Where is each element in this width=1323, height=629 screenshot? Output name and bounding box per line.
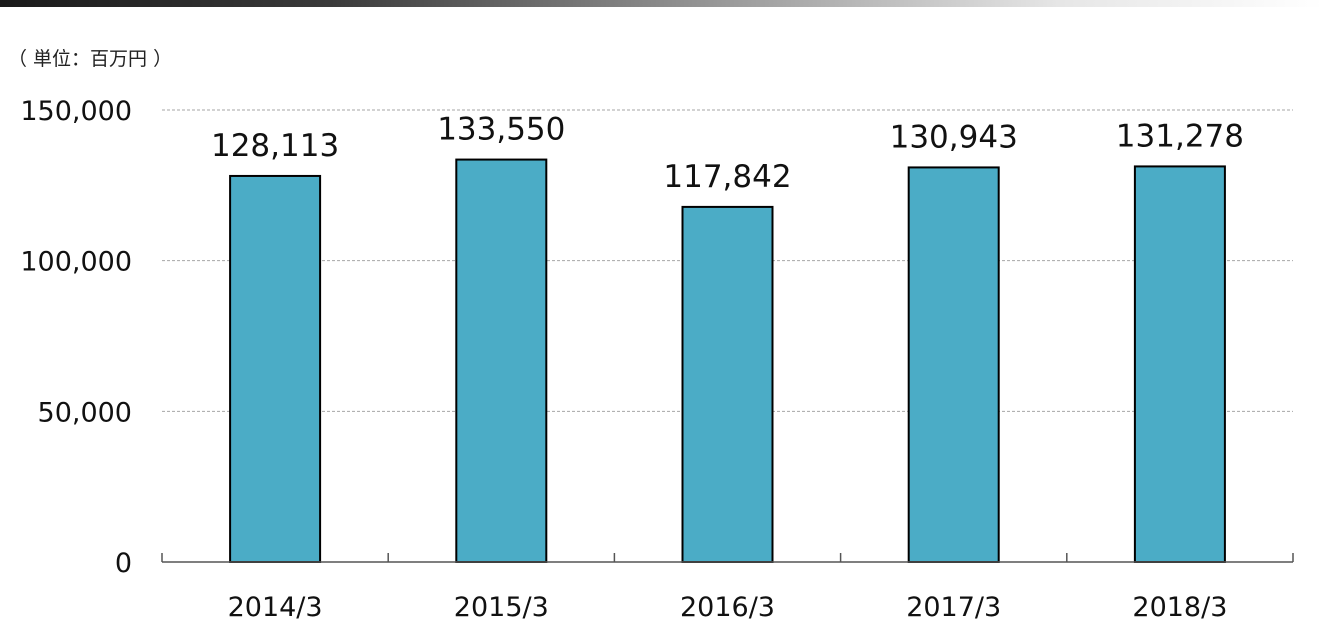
data-labels: 128,113 133,550 117,842 130,943 131,278 xyxy=(211,112,1244,195)
data-label: 128,113 xyxy=(211,128,339,164)
data-label: 117,842 xyxy=(663,159,791,195)
y-axis-labels: 0 50,000 100,000 150,000 xyxy=(20,96,132,579)
unit-label: （ 単位：百万円 ） xyxy=(8,48,173,70)
bar-2017/3 xyxy=(907,166,1000,564)
x-tick-label: 2017/3 xyxy=(906,592,1001,623)
x-axis-labels: 2014/3 2015/3 2016/3 2017/3 2018/3 xyxy=(228,592,1228,623)
data-label: 131,278 xyxy=(1116,118,1244,154)
y-tick-label: 150,000 xyxy=(20,96,132,127)
x-axis xyxy=(161,553,1294,563)
x-tick-label: 2016/3 xyxy=(680,592,775,623)
data-label: 130,943 xyxy=(890,119,1018,155)
x-tick-label: 2015/3 xyxy=(454,592,549,623)
bar-2016/3 xyxy=(681,205,774,563)
x-tick-label: 2014/3 xyxy=(228,592,323,623)
bar-2014/3 xyxy=(229,174,322,563)
header-gradient-bar xyxy=(0,0,1323,7)
bars xyxy=(229,158,1226,564)
bar-2018/3 xyxy=(1133,165,1226,564)
y-tick-label: 50,000 xyxy=(38,397,132,428)
x-tick-label: 2018/3 xyxy=(1132,592,1227,623)
bar-2015/3 xyxy=(455,158,548,563)
y-tick-label: 100,000 xyxy=(20,247,132,278)
data-label: 133,550 xyxy=(437,112,565,148)
y-tick-label: 0 xyxy=(115,548,132,579)
